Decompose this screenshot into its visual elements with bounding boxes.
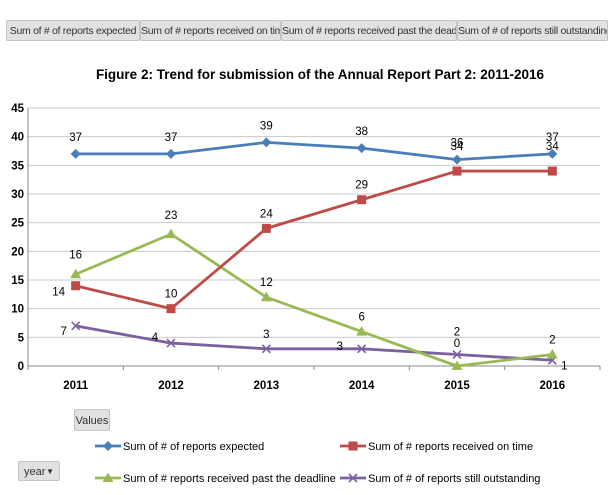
- series-past-deadline: [70, 228, 558, 370]
- legend-label: Sum of # reports received past the deadl…: [123, 473, 336, 485]
- data-point-triangle: [546, 349, 558, 359]
- data-point-triangle: [260, 291, 272, 302]
- data-point-diamond: [166, 148, 176, 159]
- data-label: 37: [546, 132, 559, 144]
- series-on-time: [71, 166, 557, 314]
- data-label: 29: [355, 180, 368, 192]
- legend-label: Sum of # reports received on time: [368, 441, 533, 453]
- series-expected: [70, 137, 558, 165]
- data-label: 24: [260, 208, 273, 220]
- chart-title: Figure 2: Trend for submission of the An…: [96, 67, 545, 82]
- field-button-outstanding[interactable]: Sum of # of reports still outstanding: [457, 20, 608, 41]
- gridlines: [28, 107, 600, 367]
- data-label: 3: [336, 341, 342, 353]
- series-line: [75, 140, 553, 162]
- data-point-diamond: [356, 143, 367, 154]
- values-button[interactable]: Values: [74, 409, 110, 431]
- year-axis-field-button[interactable]: year ▼: [18, 461, 60, 481]
- data-label: 7: [60, 326, 66, 338]
- legend-marker: [102, 472, 114, 482]
- data-label: 16: [69, 249, 82, 261]
- y-tick-label: 30: [11, 189, 24, 201]
- data-point-square: [261, 223, 271, 233]
- x-tick-label: 2016: [540, 380, 566, 392]
- data-point-square: [547, 166, 557, 176]
- data-point-square: [452, 166, 462, 176]
- data-point-square: [71, 281, 81, 291]
- data-point-x: [452, 349, 462, 360]
- data-point-square: [166, 304, 176, 314]
- data-label: 38: [355, 126, 368, 138]
- legend-marker: [348, 473, 358, 483]
- data-label: 14: [52, 287, 65, 299]
- y-tick-label: 0: [18, 361, 24, 373]
- legend-item-past-deadline[interactable]: Sum of # reports received past the deadl…: [95, 472, 336, 486]
- data-point-square: [357, 195, 367, 205]
- data-label: 1: [561, 360, 567, 372]
- y-tick-label: 20: [11, 246, 24, 258]
- x-tick-label: 2015: [444, 380, 470, 392]
- y-tick-label: 10: [11, 304, 24, 316]
- data-point-diamond: [547, 148, 558, 159]
- data-label: 10: [165, 289, 178, 301]
- y-tick-label: 5: [18, 332, 25, 344]
- x-tick-label: 2011: [63, 380, 89, 392]
- data-point-x: [357, 344, 367, 354]
- series-outstanding: [71, 321, 557, 365]
- series-line: [75, 169, 553, 311]
- data-point-triangle: [356, 326, 368, 336]
- series-line: [75, 232, 553, 368]
- legend-label: Sum of # of reports expected: [123, 441, 264, 453]
- y-tick-label: 25: [11, 218, 24, 230]
- y-tick-label: 15: [11, 275, 24, 287]
- data-label: 4: [152, 332, 159, 344]
- data-point-diamond: [70, 148, 81, 159]
- data-label: 0: [454, 338, 460, 350]
- data-point-triangle: [70, 268, 82, 279]
- data-point-x: [166, 338, 176, 348]
- dropdown-arrow-icon: ▼: [46, 467, 54, 476]
- data-point-diamond: [452, 154, 462, 165]
- data-label: 34: [451, 141, 464, 153]
- y-tick-label: 40: [11, 132, 24, 144]
- data-label: 2: [454, 327, 460, 339]
- legend-item-expected[interactable]: Sum of # of reports expected: [95, 441, 264, 453]
- data-label: 3: [263, 329, 269, 341]
- data-label: 37: [69, 132, 82, 144]
- legend-item-outstanding[interactable]: Sum of # of reports still outstanding: [340, 473, 540, 485]
- data-point-triangle: [451, 360, 463, 370]
- field-button-on-time[interactable]: Sum of # reports received on time: [140, 20, 281, 41]
- legend-item-on-time[interactable]: Sum of # reports received on time: [340, 441, 533, 453]
- legend-marker: [348, 441, 358, 451]
- legend: Sum of # of reports expected Sum of # rep…: [95, 441, 540, 485]
- data-point-x: [71, 321, 81, 331]
- data-point-triangle: [165, 228, 177, 239]
- data-label: 36: [451, 138, 464, 150]
- series-line: [75, 324, 553, 362]
- data-label: 23: [165, 210, 178, 222]
- data-label: 12: [260, 277, 273, 289]
- field-button-past-deadline[interactable]: Sum of # reports received past the deadl…: [281, 20, 457, 41]
- field-button-expected[interactable]: Sum of # of reports expected: [6, 20, 140, 41]
- data-label: 39: [260, 120, 273, 132]
- x-tick-label: 2013: [254, 380, 280, 392]
- year-field-label: year: [24, 466, 46, 478]
- data-point-x: [261, 344, 271, 354]
- y-tick-label: 35: [11, 160, 24, 172]
- y-tick-label: 45: [11, 103, 24, 115]
- x-tick-label: 2014: [349, 380, 375, 392]
- legend-label: Sum of # of reports still outstanding: [368, 473, 540, 485]
- data-label: 6: [358, 312, 364, 324]
- data-label: 2: [549, 335, 555, 347]
- data-label: 37: [165, 132, 178, 144]
- data-label: 34: [546, 141, 559, 153]
- x-tick-label: 2012: [158, 380, 184, 392]
- data-point-diamond: [261, 137, 272, 148]
- legend-marker: [103, 441, 113, 451]
- series-layer: [70, 137, 558, 370]
